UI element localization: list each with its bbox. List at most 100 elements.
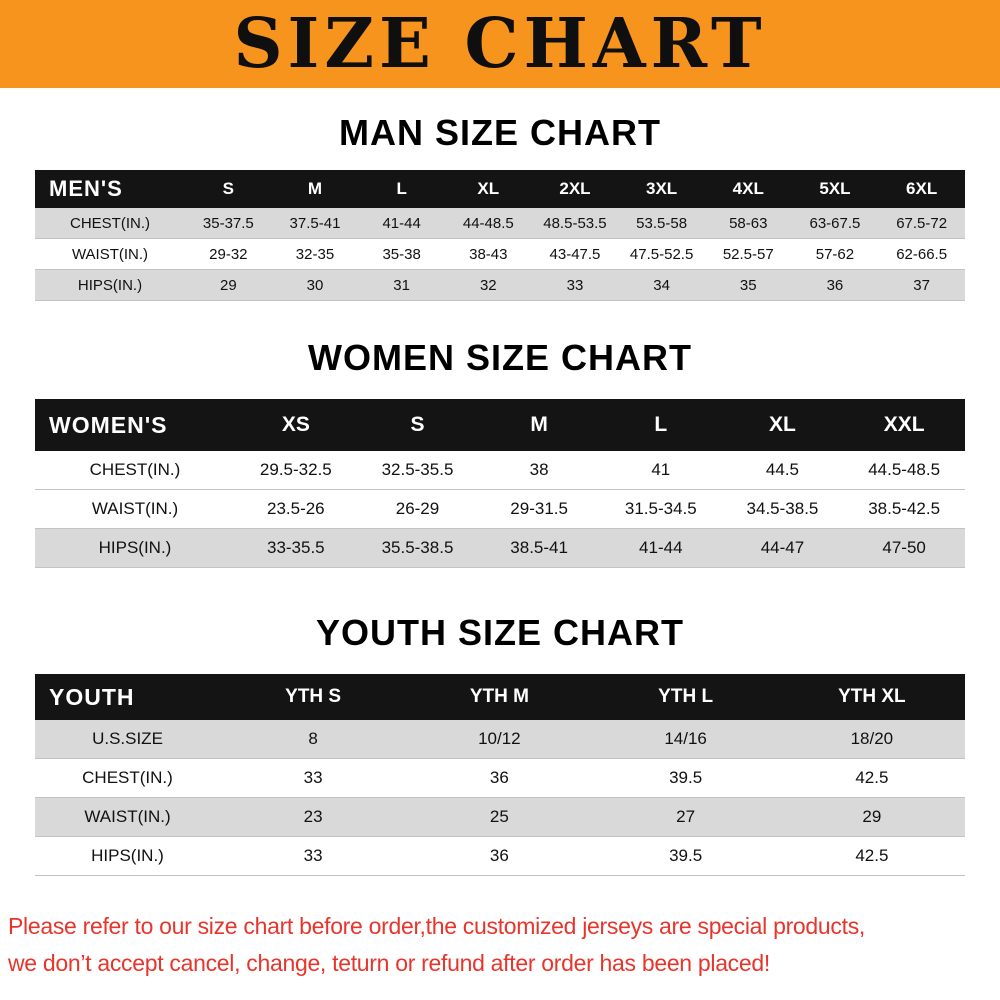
table-cell: 47-50 [882, 538, 926, 557]
table-row: CHEST(IN.) 29.5-32.5 32.5-35.5 38 41 44.… [35, 451, 965, 490]
column-header: XL [721, 399, 844, 451]
table-row: CHEST(IN.) 35-37.5 37.5-41 41-44 44-48.5… [35, 208, 965, 239]
column-header: 4XL [704, 170, 792, 208]
column-header: XS [235, 399, 357, 451]
table-cell: 47.5-52.5 [629, 245, 694, 263]
table-row: HIPS(IN.) 33-35.5 35.5-38.5 38.5-41 41-4… [35, 528, 965, 568]
table-cell: 44.5 [765, 460, 799, 479]
table-cell: 44-47 [760, 538, 805, 557]
table-cell: 58-63 [729, 214, 768, 232]
column-header: L [358, 170, 445, 208]
table-cell: 33 [303, 768, 323, 787]
table-row: WAIST(IN.) 23 25 27 29 [35, 797, 965, 837]
column-header: 5XL [791, 170, 879, 208]
notice-line-1: Please refer to our size chart before or… [8, 913, 865, 939]
page-title: SIZE CHART [233, 4, 767, 84]
column-header: 6XL [878, 170, 965, 208]
table-cell: 37.5-41 [289, 214, 341, 232]
table-cell: 33 [566, 276, 584, 294]
table-cell: 14/16 [664, 729, 707, 748]
footer-notice: Please refer to our size chart before or… [8, 908, 1000, 982]
table-cell: 41-44 [639, 538, 683, 557]
column-header: XL [444, 170, 532, 208]
row-label: WAIST(IN.) [71, 245, 149, 263]
youth-size-section: YOUTH SIZE CHART YOUTH YTH S YTH M YTH L… [0, 612, 1000, 876]
banner: SIZE CHART [0, 0, 1000, 88]
table-corner-label: MEN'S [35, 170, 185, 208]
table-corner-label: YOUTH [35, 674, 220, 720]
table-header-row: MEN'S S M L XL 2XL 3XL 4XL 5XL 6XL [35, 170, 965, 208]
table-corner-label: WOMEN'S [35, 399, 235, 451]
column-header: S [185, 170, 272, 208]
table-cell: 44.5-48.5 [868, 460, 941, 479]
table-cell: 33 [303, 846, 323, 865]
table-cell: 23 [303, 807, 323, 826]
table-cell: 57-62 [815, 245, 855, 263]
youth-size-table: YOUTH YTH S YTH M YTH L YTH XL U.S.SIZE … [35, 674, 965, 876]
table-cell: 67.5-72 [896, 214, 948, 232]
column-header: XXL [843, 399, 965, 451]
table-cell: 29 [219, 276, 237, 294]
row-label: U.S.SIZE [92, 729, 163, 748]
table-cell: 25 [489, 807, 509, 826]
table-cell: 41 [651, 460, 671, 479]
table-cell: 32.5-35.5 [381, 460, 454, 479]
row-label: WAIST(IN.) [91, 499, 179, 518]
row-label: HIPS(IN.) [77, 276, 143, 294]
man-section-heading: MAN SIZE CHART [339, 112, 661, 153]
table-cell: 36 [489, 768, 509, 787]
column-header: YTH XL [778, 674, 965, 720]
table-cell: 35 [739, 276, 757, 294]
table-cell: 29-31.5 [510, 499, 568, 518]
table-cell: 32-35 [295, 245, 335, 263]
table-cell: 35-38 [382, 245, 421, 263]
table-cell: 38 [529, 460, 549, 479]
table-cell: 62-66.5 [896, 245, 948, 263]
table-cell: 18/20 [850, 729, 894, 748]
table-cell: 42.5 [855, 846, 889, 865]
table-cell: 48.5-53.5 [543, 214, 607, 232]
table-cell: 35.5-38.5 [381, 538, 454, 557]
table-cell: 38-43 [469, 245, 508, 263]
table-cell: 29-32 [209, 245, 248, 263]
table-cell: 34.5-38.5 [746, 499, 819, 518]
table-cell: 26-29 [395, 499, 440, 518]
women-size-section: WOMEN SIZE CHART WOMEN'S XS S M L XL XXL… [0, 337, 1000, 568]
womens-size-table: WOMEN'S XS S M L XL XXL CHEST(IN.) 29.5-… [35, 399, 965, 568]
table-row: U.S.SIZE 8 10/12 14/16 18/20 [35, 720, 965, 759]
table-cell: 31 [393, 276, 410, 294]
table-row: HIPS(IN.) 29 30 31 32 33 34 35 36 37 [35, 269, 965, 301]
table-row: HIPS(IN.) 33 36 39.5 42.5 [35, 836, 965, 876]
table-cell: 52.5-57 [722, 245, 774, 263]
row-label: CHEST(IN.) [89, 460, 181, 479]
table-header-row: WOMEN'S XS S M L XL XXL [35, 399, 965, 451]
column-header: S [356, 399, 479, 451]
table-cell: 29 [862, 807, 882, 826]
table-cell: 37 [913, 276, 930, 294]
man-size-section: MAN SIZE CHART MEN'S S M L XL 2XL 3XL 4X… [0, 112, 1000, 301]
youth-section-heading: YOUTH SIZE CHART [315, 612, 684, 653]
row-label: CHEST(IN.) [82, 768, 173, 787]
table-cell: 36 [826, 276, 844, 294]
table-cell: 31.5-34.5 [624, 499, 697, 518]
table-cell: 34 [653, 276, 670, 294]
table-row: WAIST(IN.) 23.5-26 26-29 29-31.5 31.5-34… [35, 489, 965, 529]
row-label: CHEST(IN.) [70, 214, 150, 232]
table-cell: 53.5-58 [636, 214, 688, 232]
table-cell: 10/12 [478, 729, 521, 748]
table-cell: 38.5-41 [510, 538, 568, 557]
table-cell: 42.5 [855, 768, 889, 787]
column-header: L [599, 399, 722, 451]
column-header: M [271, 170, 359, 208]
column-header: 2XL [531, 170, 619, 208]
column-header: YTH S [220, 674, 407, 720]
table-row: CHEST(IN.) 33 36 39.5 42.5 [35, 758, 965, 798]
column-header: YTH L [592, 674, 779, 720]
table-cell: 30 [306, 276, 324, 294]
table-cell: 29.5-32.5 [259, 460, 332, 479]
table-row: WAIST(IN.) 29-32 32-35 35-38 38-43 43-47… [35, 238, 965, 270]
row-label: WAIST(IN.) [84, 807, 171, 826]
notice-line-2: we don’t accept cancel, change, teturn o… [8, 950, 770, 976]
table-cell: 44-48.5 [462, 214, 514, 232]
table-header-row: YOUTH YTH S YTH M YTH L YTH XL [35, 674, 965, 720]
